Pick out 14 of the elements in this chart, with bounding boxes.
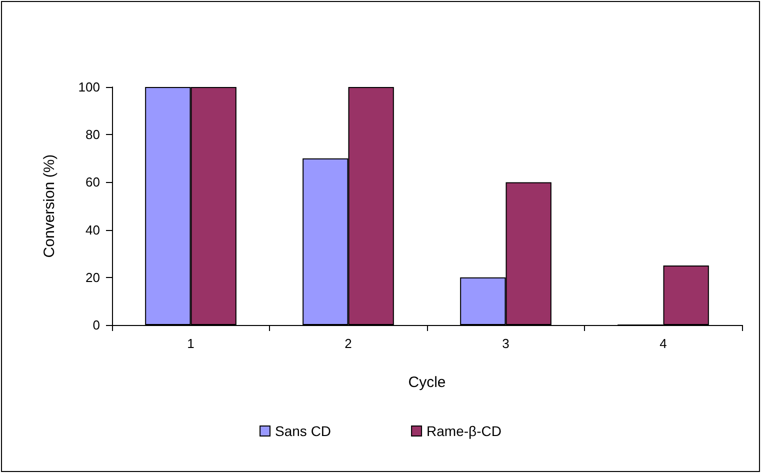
x-tick-label: 3 (502, 336, 510, 351)
x-tick-label: 2 (344, 336, 352, 351)
y-axis-title: Conversion (%) (41, 154, 58, 258)
y-tick-label: 20 (86, 270, 100, 285)
x-tick-label: 4 (660, 336, 667, 351)
y-tick-label: 80 (86, 127, 100, 142)
y-tick-label: 0 (92, 318, 100, 332)
y-tick-label: 40 (86, 222, 100, 238)
x-axis-title: Cycle (408, 374, 446, 391)
x-tick-label: 1 (187, 336, 194, 351)
y-tick-label: 60 (86, 174, 100, 190)
y-tick-label: 100 (78, 80, 100, 94)
legend-label: Sans CD (275, 423, 332, 439)
legend-label: Rame-β-CD (426, 423, 502, 439)
